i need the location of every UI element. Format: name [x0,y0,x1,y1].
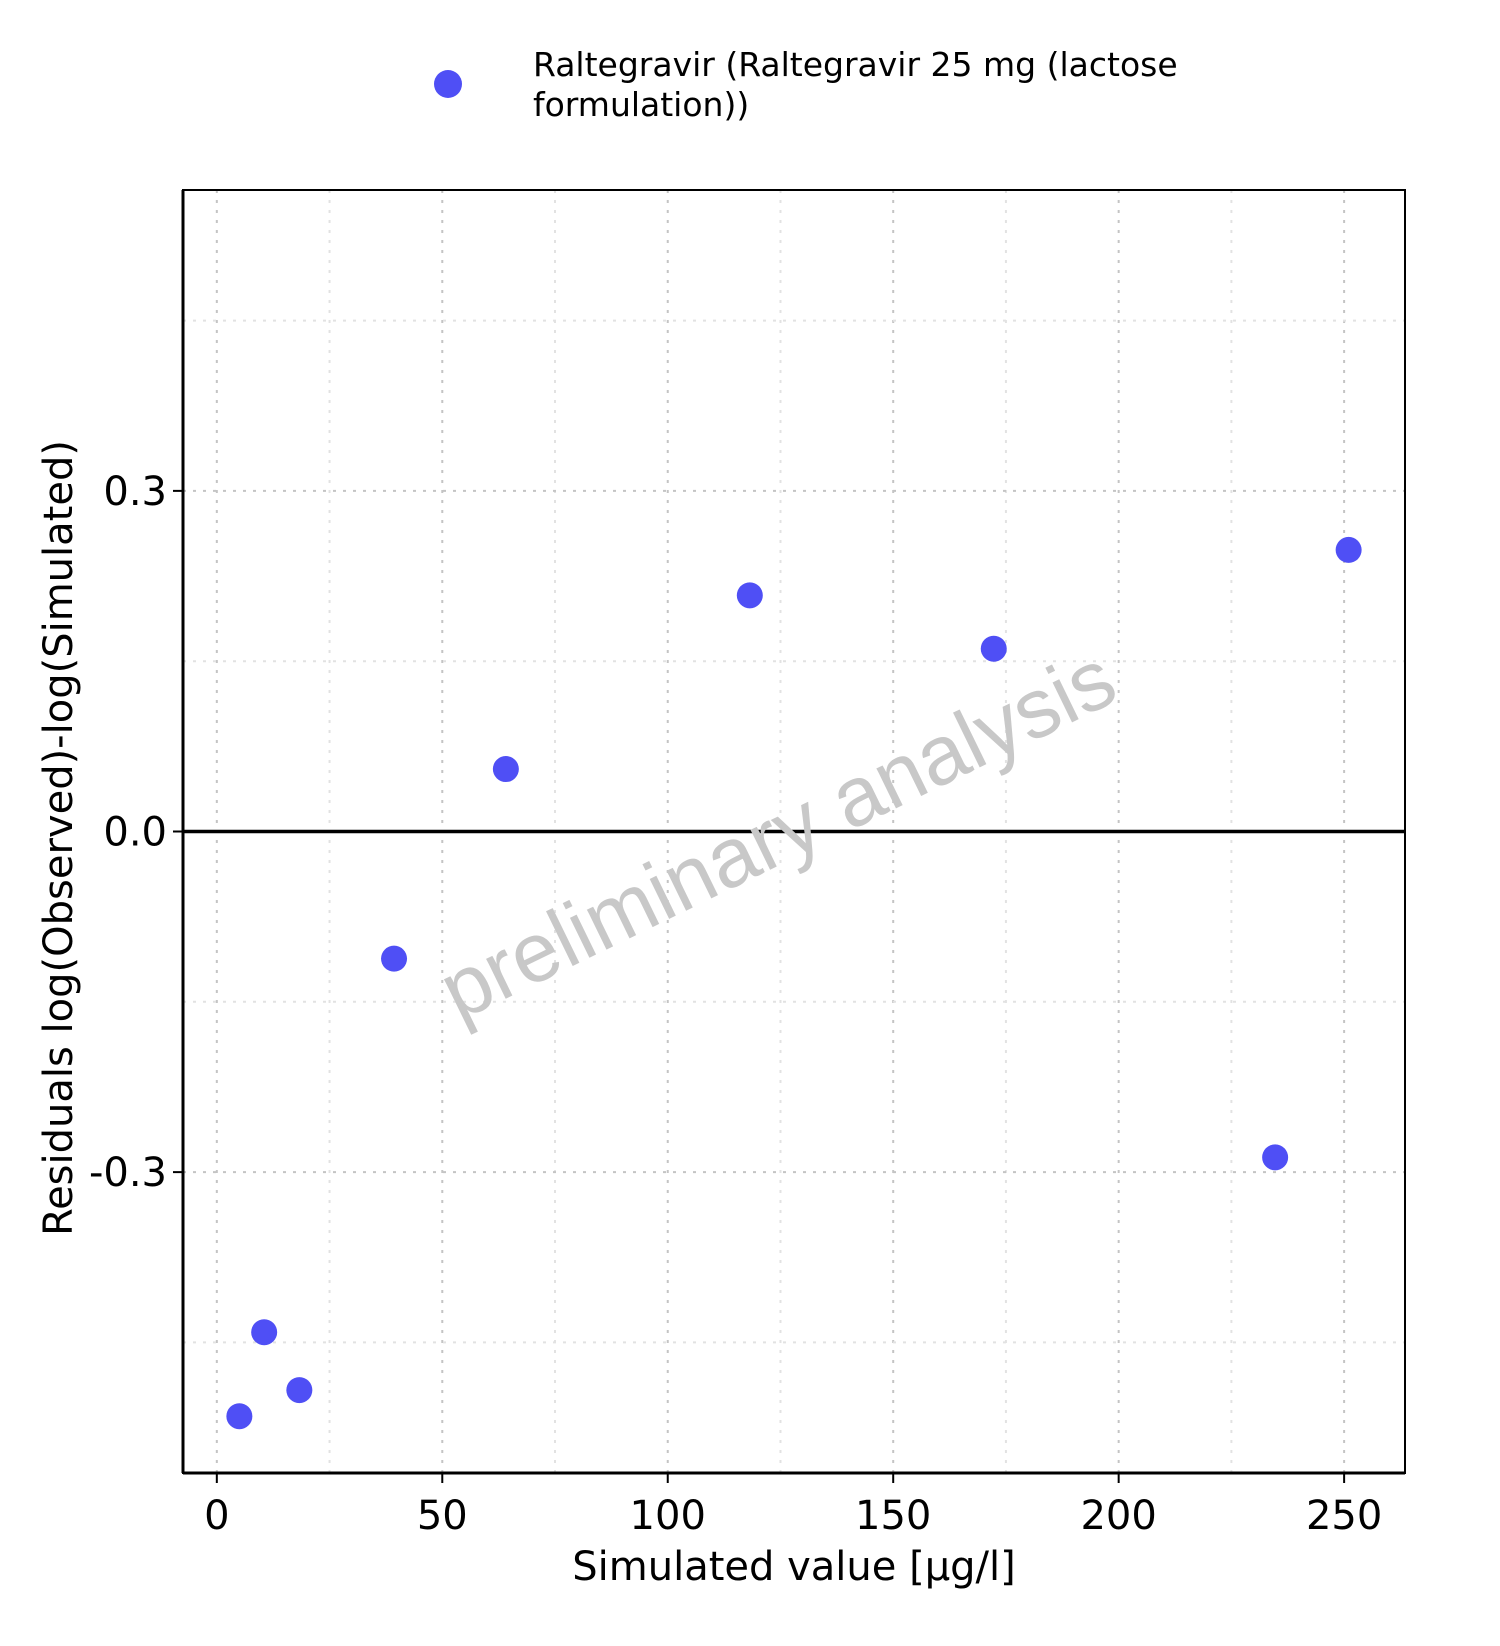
data-point [251,1319,278,1346]
data-point [1335,536,1362,563]
x-tick-label: 0 [204,1493,229,1539]
x-tick-label: 200 [1080,1493,1156,1539]
data-point [381,945,408,972]
x-axis-ticks: 0 50 100 150 200 250 [204,1473,1382,1539]
x-tick-label: 50 [417,1493,468,1539]
legend-label-line-1: Raltegravir (Raltegravir 25 mg (lactose [533,45,1178,84]
data-point [980,635,1007,662]
y-tick-label: 0.0 [103,810,167,856]
x-tick-label: 100 [630,1493,706,1539]
data-point [1262,1144,1289,1171]
x-tick-label: 150 [855,1493,931,1539]
y-tick-label: 0.3 [103,469,167,515]
watermark: preliminary analysis [425,630,1129,1038]
x-tick-label: 250 [1306,1493,1382,1539]
y-axis-title: Residuals log(Observed)-log(Simulated) [36,440,82,1236]
y-axis-ticks: -0.3 0.0 0.3 [89,469,183,1196]
data-point [492,756,519,783]
data-points [226,536,1362,1430]
y-tick-label: -0.3 [89,1150,167,1196]
legend: Raltegravir (Raltegravir 25 mg (lactose … [434,45,1178,124]
data-point [736,582,763,609]
x-axis-title: Simulated value [µg/l] [572,1544,1015,1590]
legend-marker [434,70,462,98]
data-point [286,1377,313,1404]
legend-label-line-2: formulation)) [533,85,749,124]
data-point [226,1403,253,1430]
